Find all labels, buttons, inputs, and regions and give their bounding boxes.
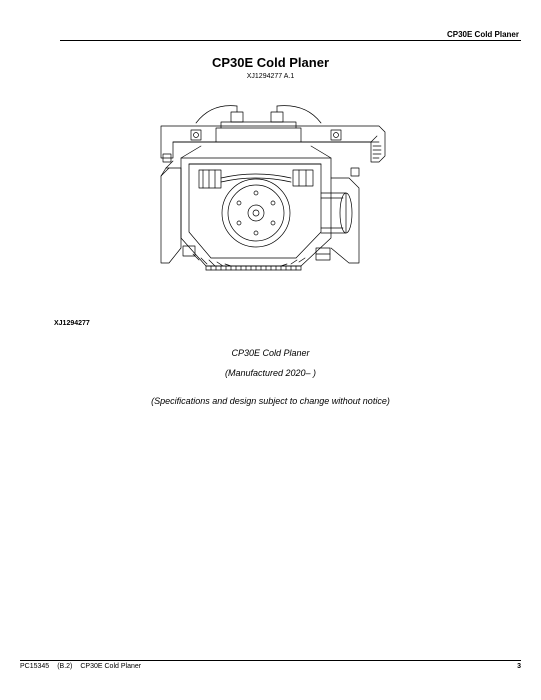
footer-page-number: 3 [517,663,521,670]
footer-version: (B.2) [57,663,72,670]
page-title: CP30E Cold Planer [0,55,541,70]
page-header: CP30E Cold Planer [0,0,541,41]
header-product-label: CP30E Cold Planer [20,30,521,40]
technical-diagram [121,98,421,298]
diagram-reference-code: XJ1294277 [54,320,90,327]
figure-code: XJ1294277 A.1 [0,73,541,80]
footer-product-name: CP30E Cold Planer [80,663,517,670]
page-footer: PC15345 (B.2) CP30E Cold Planer 3 [20,660,521,670]
footer-pc-code: PC15345 [20,663,49,670]
caption-block: CP30E Cold Planer (Manufactured 2020– ) … [0,348,541,406]
header-rule [60,40,521,41]
caption-disclaimer: (Specifications and design subject to ch… [0,396,541,406]
caption-product-name: CP30E Cold Planer [0,348,541,358]
caption-manufacture-date: (Manufactured 2020– ) [0,368,541,378]
